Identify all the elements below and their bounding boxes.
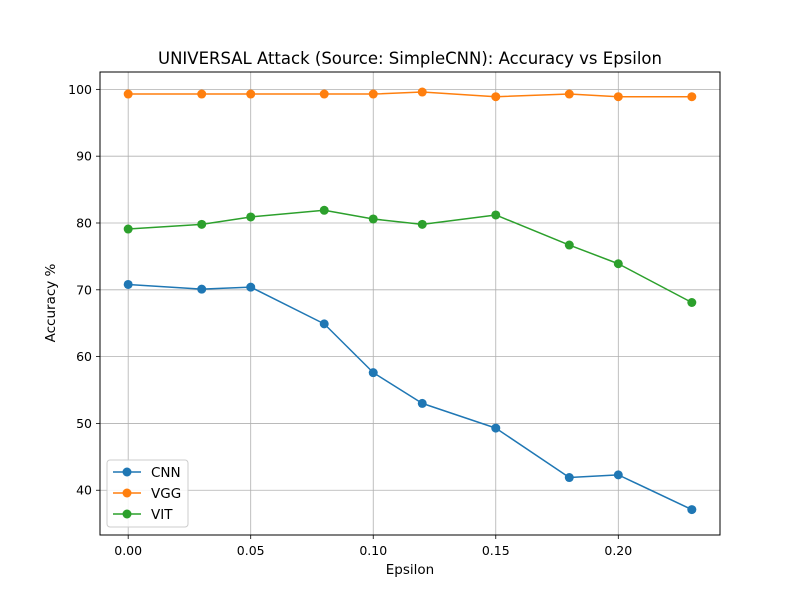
- cnn-point: [246, 282, 256, 292]
- vit-point: [197, 219, 207, 229]
- cnn-point: [687, 505, 697, 515]
- vgg-point: [564, 89, 574, 99]
- y-tick-label: 60: [76, 349, 92, 364]
- x-tick-label: 0.00: [114, 543, 142, 558]
- legend: CNN VGG VIT: [106, 459, 189, 528]
- x-tick-label: 0.20: [604, 543, 632, 558]
- series-vgg: [123, 87, 697, 102]
- legend-label: CNN: [151, 465, 181, 481]
- cnn-point: [197, 284, 207, 294]
- y-tick-label: 80: [76, 215, 92, 230]
- legend-swatch-marker: [122, 488, 132, 498]
- series-layer: [123, 87, 697, 515]
- plot-frame: [99, 71, 721, 536]
- vit-point: [319, 205, 329, 215]
- x-axis-label: Epsilon: [386, 562, 434, 578]
- legend-label: VIT: [151, 507, 173, 523]
- cnn-point: [564, 473, 574, 483]
- ticks: 0.00 0.05 0.10 0.15 0.20 40 50 60 70 80 90 100: [68, 82, 632, 558]
- cnn-point: [491, 423, 501, 433]
- vit-point: [417, 219, 427, 229]
- y-tick-label: 50: [76, 416, 92, 431]
- cnn-point: [368, 368, 378, 378]
- cnn-point: [319, 319, 329, 329]
- vgg-point: [613, 92, 623, 102]
- vgg-point: [417, 87, 427, 97]
- vgg-point: [123, 89, 133, 99]
- grid: [100, 72, 720, 535]
- y-tick-label: 70: [76, 282, 92, 297]
- series-cnn: [123, 279, 697, 515]
- x-tick-label: 0.15: [482, 543, 510, 558]
- legend-swatch-marker: [122, 509, 132, 519]
- vit-point: [687, 297, 697, 307]
- vgg-point: [491, 92, 501, 102]
- series-vit: [123, 205, 697, 307]
- cnn-point: [613, 470, 623, 480]
- y-axis-label: Accuracy %: [43, 263, 59, 342]
- vgg-point: [246, 89, 256, 99]
- vit-point: [246, 212, 256, 222]
- vit-point: [564, 240, 574, 250]
- vit-point: [123, 224, 133, 234]
- vgg-point: [368, 89, 378, 99]
- cnn-point: [123, 279, 133, 289]
- vgg-point: [319, 89, 329, 99]
- chart-title: UNIVERSAL Attack (Source: SimpleCNN): Ac…: [158, 49, 662, 68]
- vit-line: [128, 209, 693, 304]
- cnn-line: [128, 283, 693, 511]
- x-tick-label: 0.05: [237, 543, 265, 558]
- vit-point: [368, 214, 378, 224]
- legend-label: VGG: [151, 486, 181, 502]
- y-tick-label: 40: [76, 483, 92, 498]
- legend-swatch-marker: [122, 467, 132, 477]
- x-tick-label: 0.10: [359, 543, 387, 558]
- vgg-point: [687, 92, 697, 102]
- vgg-point: [197, 89, 207, 99]
- y-tick-label: 100: [68, 82, 92, 97]
- vgg-line: [128, 91, 692, 98]
- y-tick-label: 90: [76, 149, 92, 164]
- vit-point: [491, 210, 501, 220]
- cnn-point: [417, 398, 427, 408]
- vit-point: [613, 259, 623, 269]
